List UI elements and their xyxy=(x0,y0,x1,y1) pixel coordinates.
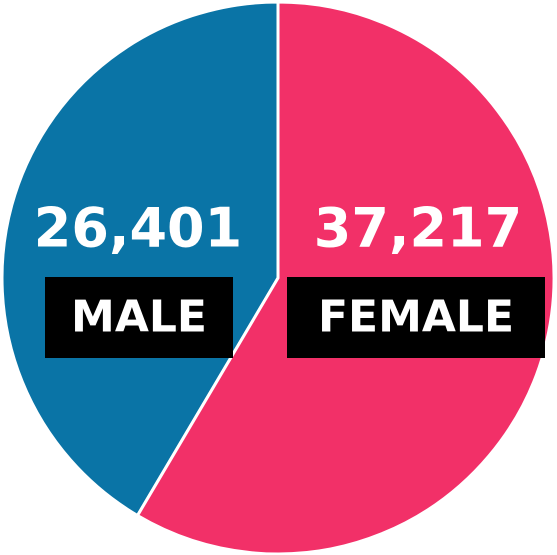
category-label: MALE xyxy=(71,292,207,343)
label-box xyxy=(45,277,233,358)
value-label: 26,401 xyxy=(34,197,242,260)
pie-slice xyxy=(0,0,280,518)
value-label: 37,217 xyxy=(314,197,522,260)
category-label: FEMALE xyxy=(318,292,514,343)
label-box xyxy=(287,277,545,358)
